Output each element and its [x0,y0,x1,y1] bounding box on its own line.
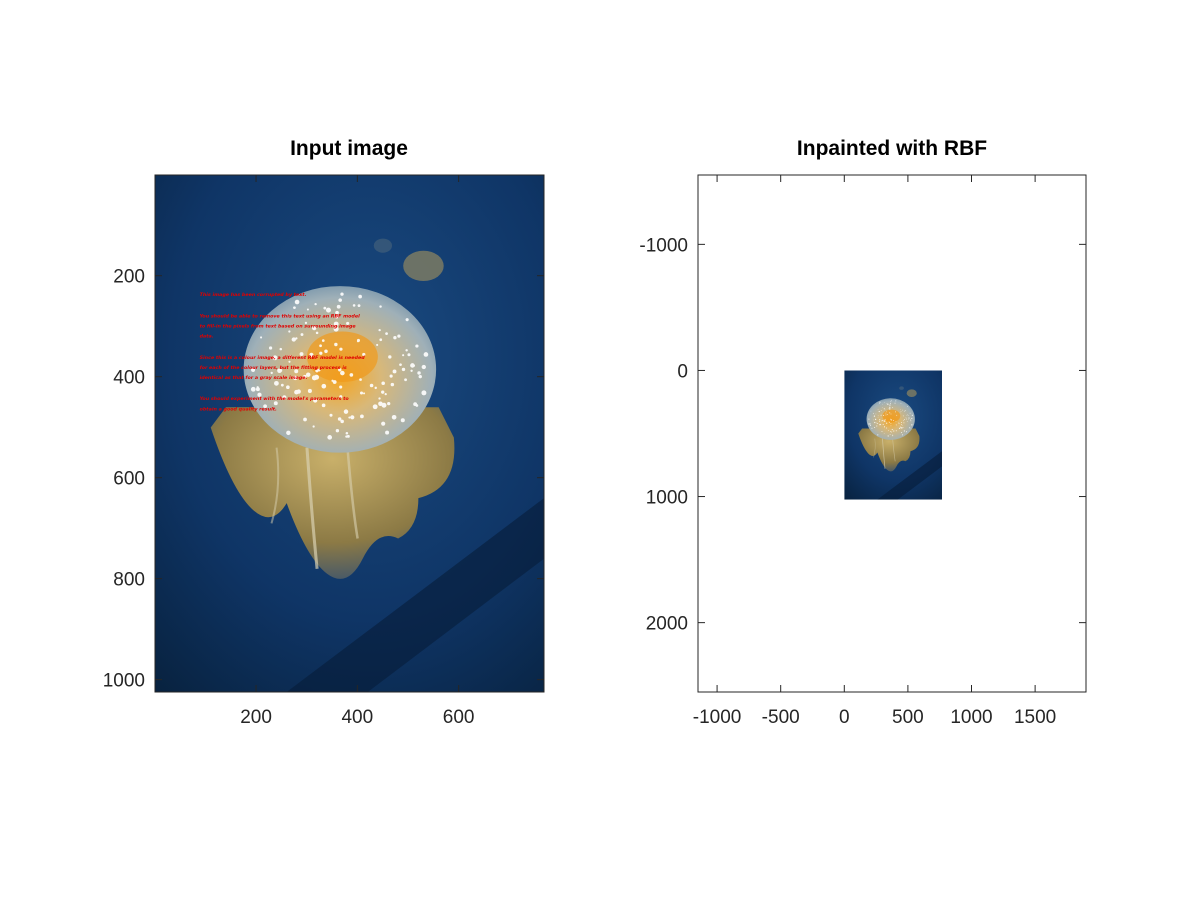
x-tick-label: 200 [240,707,272,728]
x-tick-label: 400 [341,707,373,728]
overlay-text-line: obtain a good quality result. [200,406,277,412]
x-tick-label: 1000 [950,707,992,728]
panel1-x-ticks: 200 400 600 [240,175,475,728]
panel-input-image: Input image This image has been corrupte… [103,137,545,728]
overlay-text-line: data. [200,334,214,340]
panel2-y-ticks: -1000 0 1000 2000 [639,235,1086,635]
panel2-x-ticks: -1000 -500 0 500 1000 1500 [693,175,1056,728]
x-tick-label: 600 [443,707,475,728]
panel1-title: Input image [290,137,408,160]
y-tick-label: 1000 [103,671,145,692]
y-tick-label: 2000 [646,614,688,635]
panel1-y-ticks: 200 400 600 800 1000 [103,267,544,692]
overlay-text-line: You should experiment with the model's p… [200,396,350,402]
overlay-text-line: to fill-in the pixels from text based on… [200,323,357,329]
overlay-text-line: for each of the colour layers, but the f… [200,365,347,371]
overlay-text-line: identical as that for a gray scale image… [200,375,308,381]
panel2-title: Inpainted with RBF [797,137,987,160]
overlay-text-line: You should be able to remove this text u… [200,313,361,319]
y-tick-label: 400 [113,368,145,389]
overlay-text: This image has been corrupted by text. Yo… [200,292,366,412]
panel-inpainted: Inpainted with RBF -1000 -500 0 500 1000 1500… [639,137,1087,728]
panel2-axes-frame [697,174,1087,693]
x-tick-label: -500 [762,707,800,728]
panel1-axes-frame [154,174,545,693]
x-tick-label: -1000 [693,707,742,728]
y-tick-label: 800 [113,570,145,591]
y-tick-label: -1000 [639,235,688,256]
x-tick-label: 500 [892,707,924,728]
y-tick-label: 200 [113,267,145,288]
input-image: This image has been corrupted by text. Yo… [155,175,544,692]
y-tick-label: 1000 [646,488,688,509]
y-tick-label: 0 [677,361,688,382]
y-tick-label: 600 [113,469,145,490]
x-tick-label: 0 [839,707,850,728]
inpainted-image [844,370,942,500]
x-tick-label: 1500 [1014,707,1056,728]
overlay-text-line: This image has been corrupted by text. [200,292,307,298]
overlay-text-line: Since this is a colour image, a differen… [200,355,366,361]
